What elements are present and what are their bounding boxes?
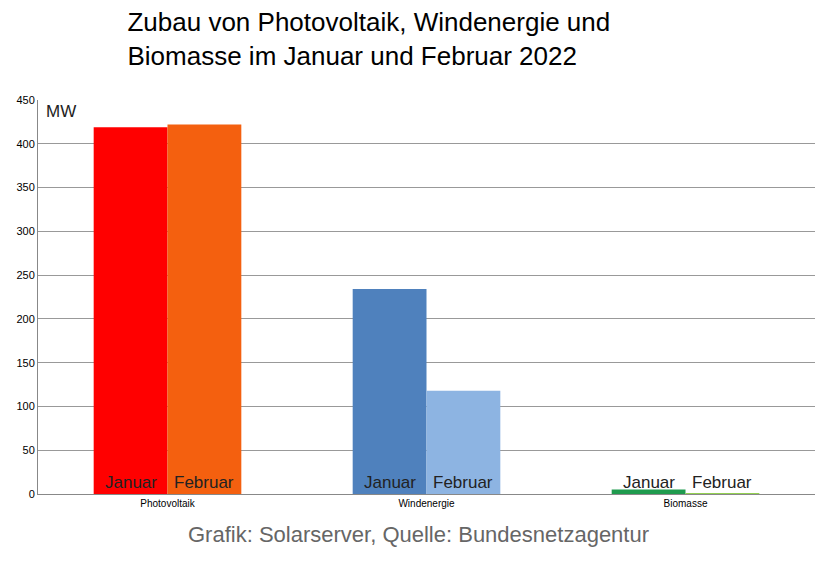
svg-text:150: 150 xyxy=(16,357,34,369)
svg-text:50: 50 xyxy=(23,444,35,456)
svg-text:400: 400 xyxy=(16,138,34,150)
svg-text:Januar: Januar xyxy=(364,473,416,492)
svg-text:0: 0 xyxy=(29,488,35,500)
svg-text:Biomasse: Biomasse xyxy=(664,498,708,509)
svg-text:100: 100 xyxy=(16,400,34,412)
svg-text:Januar: Januar xyxy=(105,473,157,492)
svg-text:Photovoltaik: Photovoltaik xyxy=(140,498,195,509)
svg-text:MW: MW xyxy=(46,102,76,121)
svg-text:250: 250 xyxy=(16,269,34,281)
svg-text:Windenergie: Windenergie xyxy=(398,498,455,509)
svg-text:Grafik: Solarserver, Quelle: B: Grafik: Solarserver, Quelle: Bundesnetza… xyxy=(188,522,649,547)
svg-text:Februar: Februar xyxy=(174,473,234,492)
svg-text:450: 450 xyxy=(16,94,34,106)
svg-text:Februar: Februar xyxy=(433,473,493,492)
svg-text:Februar: Februar xyxy=(692,473,752,492)
svg-text:350: 350 xyxy=(16,181,34,193)
svg-text:Zubau von Photovoltaik, Winden: Zubau von Photovoltaik, Windenergie undB… xyxy=(127,7,610,71)
svg-text:300: 300 xyxy=(16,225,34,237)
svg-text:Januar: Januar xyxy=(623,473,675,492)
svg-text:200: 200 xyxy=(16,313,34,325)
